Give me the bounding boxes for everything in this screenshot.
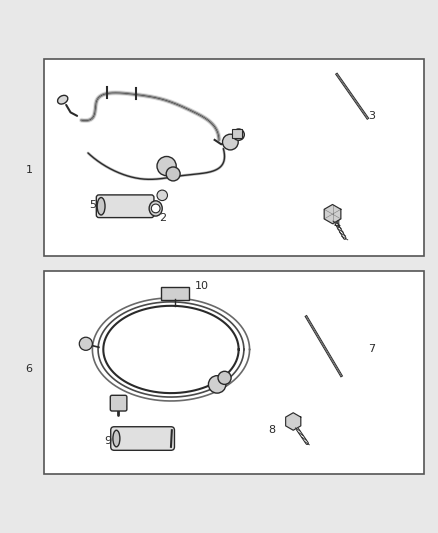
Text: 7: 7 xyxy=(368,344,375,354)
Text: 9: 9 xyxy=(104,436,111,446)
FancyBboxPatch shape xyxy=(232,130,242,138)
FancyBboxPatch shape xyxy=(161,287,189,300)
Circle shape xyxy=(79,337,92,350)
FancyBboxPatch shape xyxy=(111,427,174,450)
Text: 5: 5 xyxy=(89,200,96,211)
Text: 10: 10 xyxy=(194,281,208,291)
Text: 2: 2 xyxy=(159,214,166,223)
Polygon shape xyxy=(324,205,341,224)
Circle shape xyxy=(218,372,231,384)
FancyBboxPatch shape xyxy=(96,195,154,217)
Circle shape xyxy=(157,190,167,200)
Circle shape xyxy=(208,376,226,393)
Circle shape xyxy=(233,129,244,140)
Circle shape xyxy=(223,134,238,150)
Polygon shape xyxy=(286,413,301,430)
Text: 6: 6 xyxy=(25,364,32,374)
FancyBboxPatch shape xyxy=(110,395,127,411)
Text: 8: 8 xyxy=(268,425,275,435)
Ellipse shape xyxy=(97,198,105,215)
Ellipse shape xyxy=(113,430,120,447)
Circle shape xyxy=(157,157,176,176)
Bar xyxy=(44,271,424,474)
Text: 1: 1 xyxy=(25,165,32,175)
Ellipse shape xyxy=(149,201,162,216)
Ellipse shape xyxy=(57,95,68,104)
Text: 4: 4 xyxy=(333,220,340,230)
Bar xyxy=(44,59,424,256)
Text: 3: 3 xyxy=(368,111,375,121)
Circle shape xyxy=(166,167,180,181)
Circle shape xyxy=(151,204,160,213)
